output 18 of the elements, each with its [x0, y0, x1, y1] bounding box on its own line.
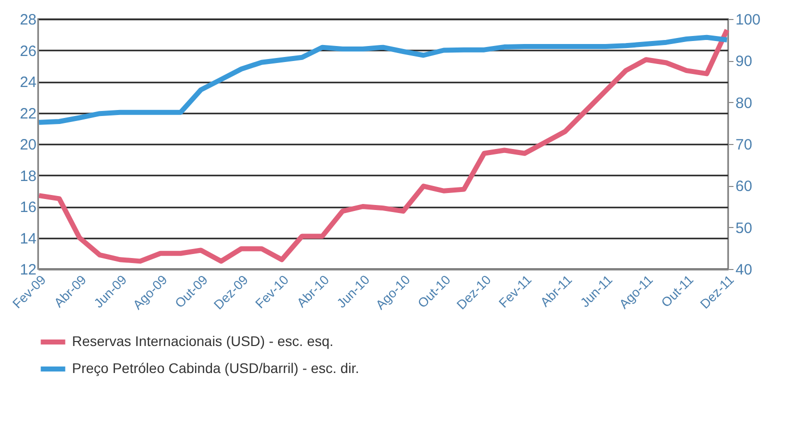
y-tick-label: 18: [20, 168, 36, 185]
legend-label: Preço Petróleo Cabinda (USD/barril) - esc. dir.: [72, 360, 360, 376]
y2-tick-label: 40: [736, 262, 752, 278]
y2-tick-label: 50: [736, 220, 752, 237]
legend-label: Reservas Internacionais (USD) - esc. esq.: [72, 333, 334, 349]
y2-tick-label: 100: [736, 12, 761, 28]
y-tick-label: 16: [20, 199, 36, 216]
y-tick-label: 26: [20, 42, 36, 60]
y-tick-label: 24: [20, 74, 36, 91]
y2-tick-label: 80: [736, 94, 752, 112]
y-tick-label: 20: [20, 136, 36, 154]
y-tick-label: 12: [20, 262, 36, 278]
y2-tick-label: 90: [736, 53, 752, 70]
y2-tick-label: 70: [736, 136, 752, 154]
y-tick-label: 28: [20, 12, 36, 28]
y2-tick-label: 60: [736, 178, 752, 196]
y-tick-label: 14: [20, 230, 36, 248]
y-tick-label: 22: [20, 105, 36, 122]
